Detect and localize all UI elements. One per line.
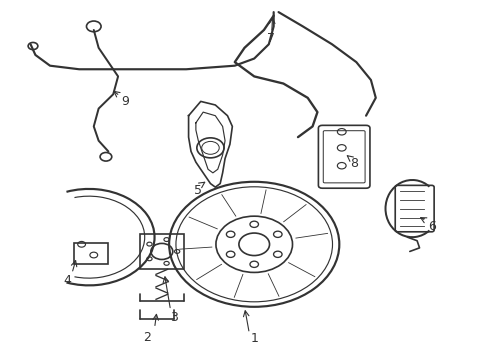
Text: 7: 7 [267,32,275,45]
Text: 1: 1 [250,333,258,346]
Text: 2: 2 [143,331,151,344]
Text: 9: 9 [121,95,129,108]
Bar [140,234,183,269]
Text: 5: 5 [194,184,202,197]
Text: 6: 6 [427,220,435,233]
Bar [74,243,108,264]
Text: 8: 8 [349,157,357,170]
Text: 3: 3 [170,311,178,324]
Text: 4: 4 [63,274,71,287]
